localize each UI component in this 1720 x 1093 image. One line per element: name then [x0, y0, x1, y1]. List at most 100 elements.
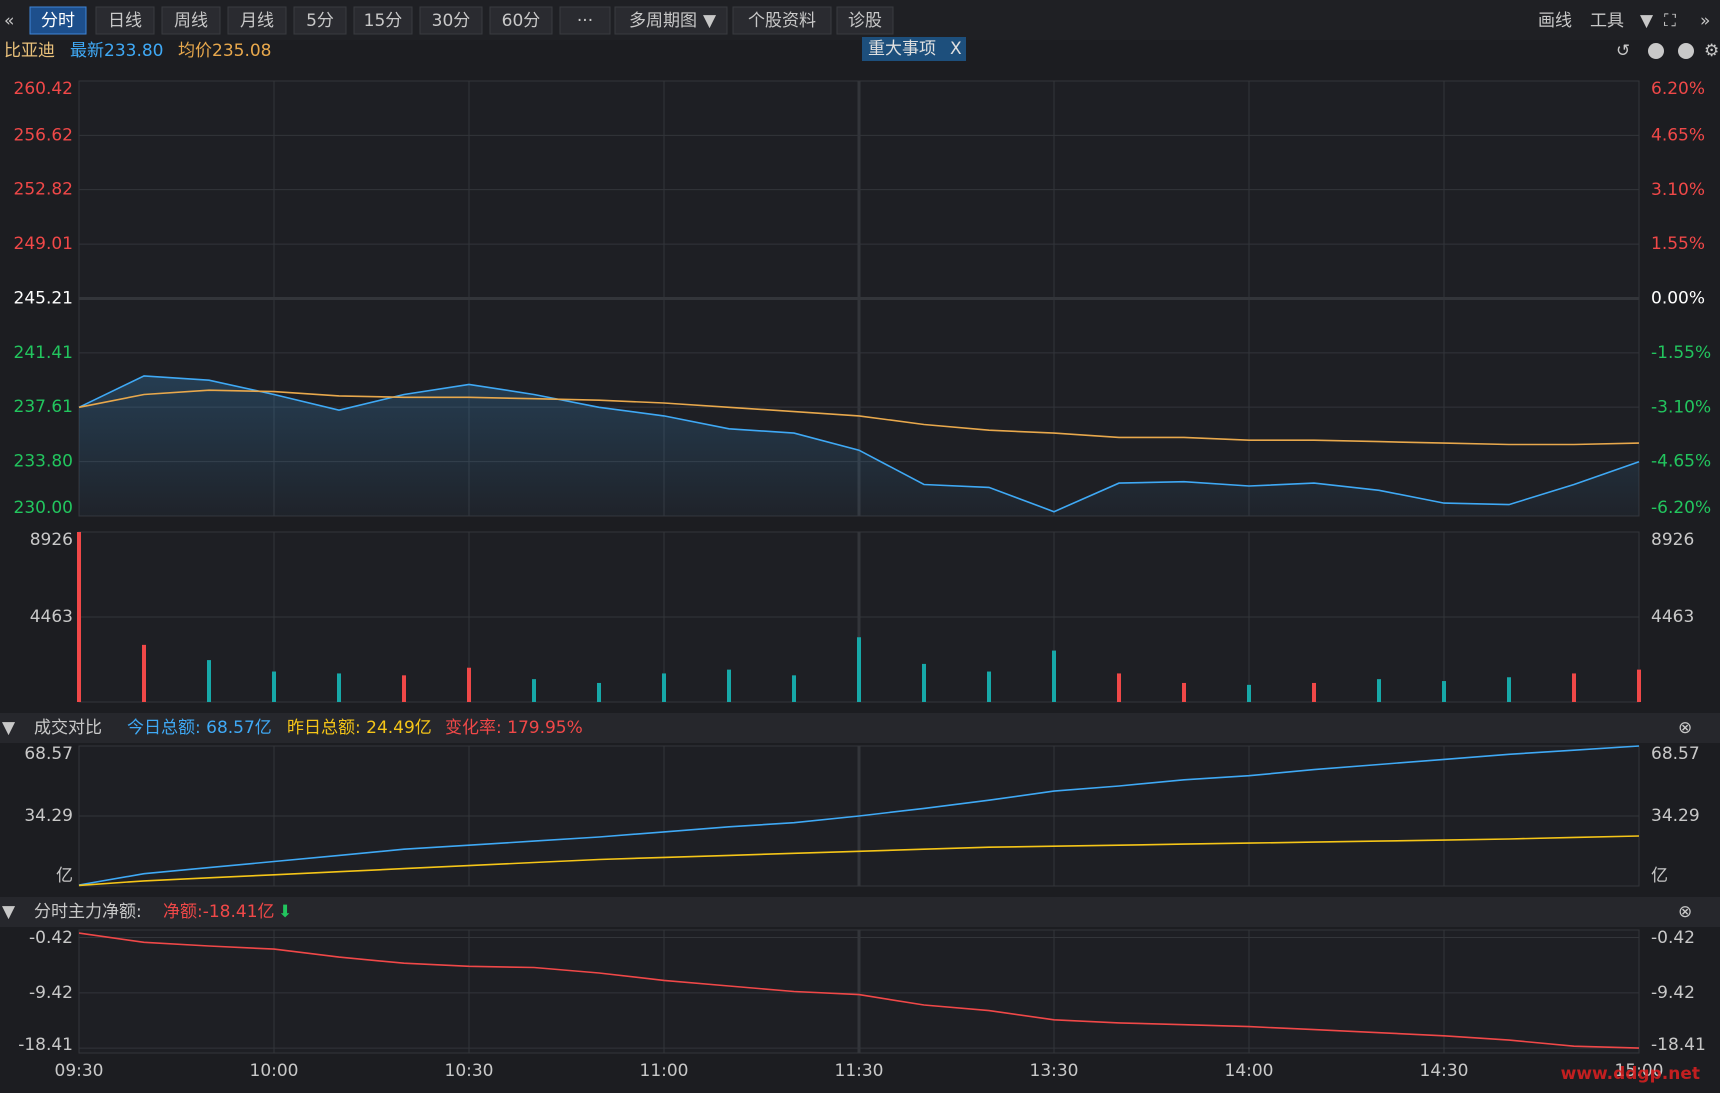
toolbar-label[interactable]: 日线	[108, 11, 142, 31]
chevron-right[interactable]: »	[1700, 11, 1710, 31]
toolbar-button[interactable]	[489, 6, 553, 35]
y-tick-label-right: 68.57	[1651, 744, 1700, 764]
stock-name: 比亚迪	[4, 41, 55, 61]
volume-bar	[662, 673, 666, 702]
volume-bar	[337, 673, 341, 702]
close-icon[interactable]: ⊗	[1678, 718, 1692, 738]
toolbar-label[interactable]: 分时	[41, 11, 75, 31]
legend-entry: 今日总额: 68.57亿	[127, 718, 272, 738]
undo-icon[interactable]: ↺	[1616, 41, 1630, 61]
volume-bar	[142, 644, 146, 702]
toolbar-button[interactable]	[836, 6, 894, 35]
collapse-icon[interactable]: ▼	[2, 902, 16, 922]
y2-tick-label: -6.20%	[1651, 498, 1711, 518]
series-line	[78, 932, 1640, 1049]
toolbar-label[interactable]: 个股资料	[748, 11, 816, 31]
y-tick-label: 34.29	[24, 806, 73, 826]
close-icon[interactable]: ⊗	[1678, 902, 1692, 922]
unit-label: 亿	[56, 866, 73, 886]
toolbar-button[interactable]	[419, 6, 483, 35]
volume-bar	[1377, 679, 1381, 702]
event-close[interactable]: X	[950, 39, 962, 59]
volume-bar	[727, 669, 731, 702]
x-tick-label: 09:30	[55, 1061, 104, 1081]
y2-tick-label: 1.55%	[1651, 234, 1705, 254]
toolbar-label[interactable]: 30分	[432, 11, 471, 31]
watermark: www.ddgp.net	[1561, 1064, 1700, 1084]
y-tick-label: 68.57	[24, 744, 73, 764]
y2-tick-label: 4.65%	[1651, 125, 1705, 145]
y2-tick-label: 3.10%	[1651, 180, 1705, 200]
volume-bar	[792, 675, 796, 702]
event-tag[interactable]	[862, 37, 966, 61]
settings-icon[interactable]: ⚙	[1704, 41, 1719, 61]
toolbar-label[interactable]: 诊股	[848, 11, 882, 31]
change-rate: 变化率: 179.95%	[445, 718, 583, 738]
chevron-left[interactable]: «	[4, 11, 14, 31]
y-tick-label-right: 8926	[1651, 530, 1694, 550]
toolbar-button[interactable]	[227, 6, 287, 35]
y2-tick-label: 6.20%	[1651, 79, 1705, 99]
toolbar-button[interactable]	[732, 6, 832, 35]
average-price: 均价235.08	[178, 41, 271, 61]
y2-tick-label: 0.00%	[1651, 289, 1705, 309]
panel-title: 分时主力净额:	[34, 902, 142, 922]
y-tick-label-right: 4463	[1651, 607, 1694, 627]
y2-tick-label: -1.55%	[1651, 343, 1711, 363]
x-tick-label: 11:00	[640, 1061, 689, 1081]
volume-bar	[532, 679, 536, 702]
toolbar-label[interactable]: ···	[577, 11, 593, 31]
toolbar-button[interactable]	[29, 6, 87, 35]
volume-bar	[922, 663, 926, 702]
toolbar-button[interactable]	[353, 6, 413, 35]
series-line	[78, 375, 1640, 513]
x-tick-label: 14:30	[1420, 1061, 1469, 1081]
toolbar-label[interactable]: 周线	[174, 11, 208, 31]
toolbar-button[interactable]	[559, 6, 611, 35]
toolbar-label[interactable]: 5分	[306, 11, 334, 31]
series-line	[78, 389, 1640, 446]
toolbar-label[interactable]: 15分	[364, 11, 403, 31]
y-tick-label: -9.42	[29, 983, 73, 1003]
y-tick-label: 4463	[30, 607, 73, 627]
y-tick-label-right: -0.42	[1651, 928, 1695, 948]
volume-bar	[77, 532, 81, 702]
volume-bar	[402, 675, 406, 702]
toolbar-label[interactable]: 60分	[502, 11, 541, 31]
price-area	[79, 375, 1639, 516]
x-tick-label: 11:30	[835, 1061, 884, 1081]
y-tick-label-right: -9.42	[1651, 983, 1695, 1003]
series-line	[78, 835, 1640, 887]
toolbar-button[interactable]	[614, 6, 728, 35]
fullscreen-icon[interactable]: ⛶	[1664, 11, 1676, 31]
volume-bar	[1442, 681, 1446, 702]
volume-bar	[857, 637, 861, 702]
event-label[interactable]: 重大事项	[868, 39, 936, 59]
y-tick-label: 252.82	[14, 180, 73, 200]
y-tick-label: -18.41	[18, 1035, 73, 1055]
zoom-in-icon[interactable]	[1648, 43, 1664, 59]
toolbar-button[interactable]	[95, 6, 155, 35]
x-tick-label: 14:00	[1225, 1061, 1274, 1081]
toolbar-button[interactable]	[293, 6, 347, 35]
dropdown-arrow: ▼	[1640, 11, 1654, 31]
y-tick-label: 249.01	[14, 234, 73, 254]
volume-bar	[1052, 650, 1056, 702]
toolbar-label[interactable]: 月线	[240, 11, 274, 31]
y-tick-label: 260.42	[14, 79, 73, 99]
toolbar-button[interactable]	[161, 6, 221, 35]
zoom-out-icon[interactable]	[1678, 43, 1694, 59]
y2-tick-label: -3.10%	[1651, 397, 1711, 417]
volume-bar	[467, 667, 471, 702]
volume-bar	[987, 671, 991, 702]
volume-bar	[1247, 684, 1251, 702]
y-tick-label: -0.42	[29, 928, 73, 948]
toolbar-label[interactable]: 多周期图	[629, 11, 697, 31]
collapse-icon[interactable]: ▼	[2, 718, 16, 738]
tools-menu[interactable]: 工具	[1590, 11, 1624, 31]
x-tick-label: 10:00	[250, 1061, 299, 1081]
draw-tool[interactable]: 画线	[1538, 11, 1572, 31]
legend-entry: 净额:-18.41亿	[163, 902, 275, 922]
y2-tick-label: -4.65%	[1651, 452, 1711, 472]
